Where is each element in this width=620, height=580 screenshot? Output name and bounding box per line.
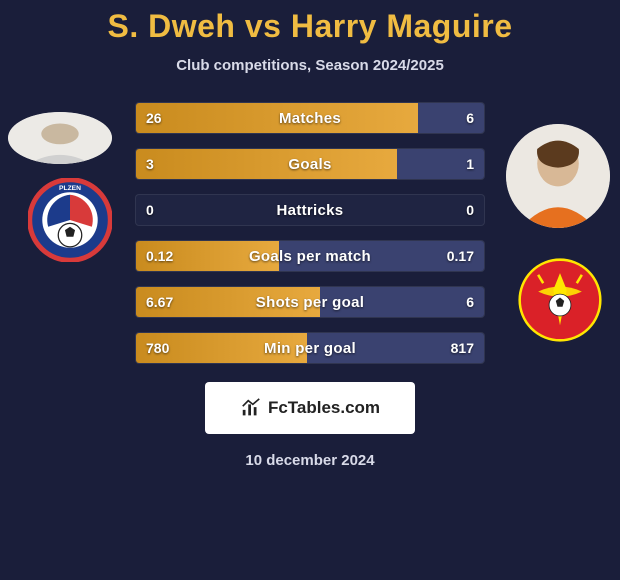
- brand-text: FcTables.com: [268, 398, 380, 418]
- brand-box: FcTables.com: [205, 382, 415, 434]
- club-left-badge: PLZEN: [28, 178, 112, 262]
- stat-label: Min per goal: [136, 333, 484, 363]
- stat-row: 780817Min per goal: [135, 332, 485, 364]
- stat-label: Goals per match: [136, 241, 484, 271]
- stat-row: 00Hattricks: [135, 194, 485, 226]
- date-text: 10 december 2024: [0, 452, 620, 469]
- club-right-badge: [518, 258, 602, 342]
- chart-icon: [240, 397, 262, 419]
- stat-label: Goals: [136, 149, 484, 179]
- stat-label: Matches: [136, 103, 484, 133]
- player-left-avatar: [8, 112, 112, 164]
- player-right-avatar: [506, 124, 610, 228]
- stat-label: Hattricks: [136, 195, 484, 225]
- stat-row: 31Goals: [135, 148, 485, 180]
- stats-table: 266Matches 31Goals 00Hattricks 0.120.17Goal…: [135, 102, 485, 364]
- svg-text:PLZEN: PLZEN: [59, 185, 81, 192]
- stat-label: Shots per goal: [136, 287, 484, 317]
- subtitle: Club competitions, Season 2024/2025: [0, 57, 620, 74]
- stat-row: 0.120.17Goals per match: [135, 240, 485, 272]
- stat-row: 266Matches: [135, 102, 485, 134]
- page-title: S. Dweh vs Harry Maguire: [0, 8, 620, 45]
- stat-row: 6.676Shots per goal: [135, 286, 485, 318]
